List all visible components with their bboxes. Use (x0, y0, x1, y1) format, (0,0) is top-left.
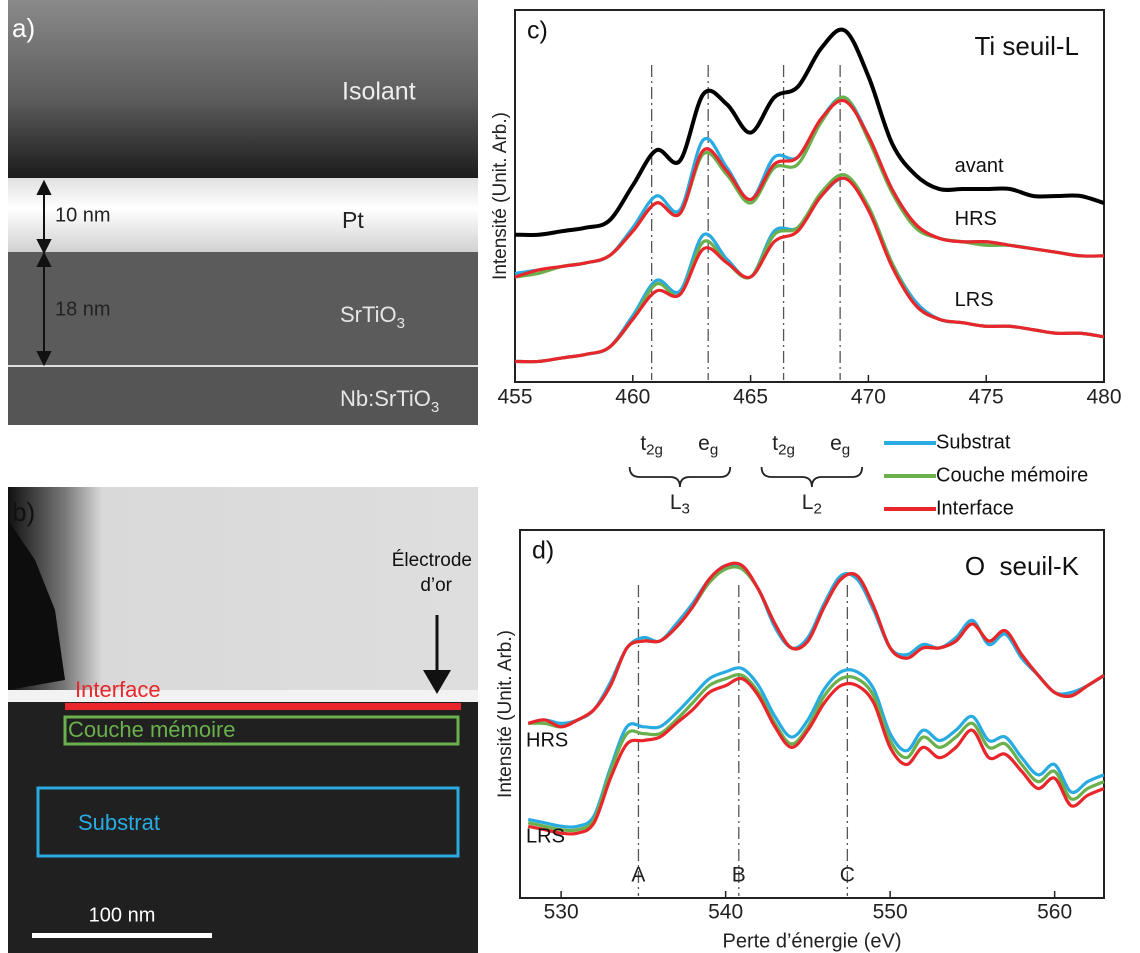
panel-label: c) (527, 17, 548, 45)
panel-label: b) (12, 497, 35, 527)
group-label: HRS (526, 730, 568, 752)
spectrum-line (514, 176, 1105, 364)
annotation: t2g (772, 432, 795, 459)
electrode-label: Électrode (392, 550, 472, 571)
spectrum-line (514, 27, 1105, 237)
marker-label: C (840, 864, 855, 887)
spectrum-line (527, 676, 1105, 836)
spectrum-line (527, 563, 1105, 725)
y-axis-label: Intensité (Unit. Arb.) (490, 112, 511, 280)
layer-label: Isolant (342, 78, 416, 106)
marker-label: B (732, 864, 746, 887)
legend-label: Interface (936, 497, 1014, 519)
isolant-layer (8, 0, 478, 180)
annotation: L3 (670, 491, 690, 518)
bright-interface (8, 690, 478, 702)
interface-line (8, 365, 478, 367)
charts: 455 460 465 470 475 480 Intensité (Unit. Arb.)… (490, 9, 1122, 952)
y-axis-label: Intensité (Unit. Arb.) (495, 630, 516, 798)
region-label: Substrat (78, 810, 160, 835)
annotation: L2 (802, 491, 822, 518)
dark-region (8, 520, 65, 690)
spectrum-line (527, 561, 1105, 729)
sto-layer (8, 252, 478, 366)
spectrum-line (514, 98, 1105, 279)
pt-layer (8, 178, 478, 254)
region-label: Couche mémoire (68, 717, 236, 742)
couche-box (63, 715, 460, 746)
layer-label-text: SrTiO (340, 302, 397, 327)
x-tick-label: 455 (497, 386, 532, 409)
thickness-arrows (36, 179, 52, 367)
annotation: eg (698, 432, 718, 459)
spectrum-line (527, 673, 1105, 833)
spectrum-line (514, 95, 1105, 279)
x-tick-label: 470 (851, 386, 886, 409)
scale-bar (32, 933, 212, 938)
x-axis-label: Perte d’énergie (eV) (723, 930, 902, 952)
panel-a: a) Isolant Pt 10 nm 18 nm SrTiO3 Nb:SrTi… (8, 0, 478, 425)
annotation-text: L (670, 491, 682, 514)
substrat-box (36, 786, 460, 858)
x-tick-label: 530 (544, 901, 579, 924)
region-label: Interface (75, 677, 161, 702)
spectrum-line (527, 666, 1105, 829)
legend-label: Couche mémoire (936, 464, 1088, 486)
annotation-sub: 2g (646, 441, 663, 458)
chart-title: Ti seuil-L (974, 31, 1079, 61)
thickness-label: 18 nm (55, 298, 111, 320)
annotation: eg (830, 432, 850, 459)
x-tick-label: 550 (873, 901, 908, 924)
x-tick-label: 540 (708, 901, 743, 924)
spectrum-line (514, 176, 1105, 364)
gold-electrode (8, 487, 478, 693)
panel-b: b) Électrode d’or Interface Couche mémoi… (8, 487, 478, 953)
annotation-sub: g (842, 441, 850, 458)
legend-label: Substrat (936, 431, 1011, 453)
panel-label: a) (12, 13, 35, 43)
panel-label: d) (532, 537, 554, 565)
spectrum-line (514, 173, 1105, 364)
annotation-sub: g (710, 441, 718, 458)
chart-title: O seuil-K (965, 551, 1080, 581)
x-tick-label: 480 (1086, 386, 1121, 409)
thickness-label: 10 nm (55, 204, 111, 226)
group-label: avant (955, 155, 1004, 177)
layer-label-sub: 3 (431, 399, 439, 416)
layer-label: Pt (342, 207, 364, 233)
electrode-label: d’or (420, 575, 452, 596)
group-label: LRS (526, 826, 565, 848)
group-label: LRS (955, 289, 994, 311)
electrode-arrow-head (423, 670, 451, 694)
x-tick-label: 465 (733, 386, 768, 409)
annotation-sub: 2 (813, 500, 821, 517)
x-tick-label: 460 (615, 386, 650, 409)
plot-frame (514, 9, 1105, 383)
layer-label: SrTiO3 (340, 302, 405, 332)
group-label: HRS (955, 208, 997, 230)
x-tick-label: 475 (969, 386, 1004, 409)
annotation-sub: 2g (778, 441, 795, 458)
marker-label: A (631, 864, 645, 887)
plot-frame (519, 529, 1105, 899)
annotation-text: e (698, 432, 710, 455)
interface-line (65, 703, 461, 710)
nbsto-layer (8, 367, 478, 425)
annotation-text: L (802, 491, 814, 514)
layer-label-text: Nb:SrTiO (340, 386, 431, 411)
annotation: t2g (640, 432, 663, 459)
annotation-text: t (772, 432, 778, 455)
edge-brace (628, 466, 732, 488)
layer-label: Nb:SrTiO3 (340, 386, 439, 416)
layer-label-sub: 3 (397, 315, 405, 332)
scale-label: 100 nm (89, 904, 156, 926)
edge-brace (760, 466, 864, 488)
annotation-text: t (640, 432, 646, 455)
annotation-text: e (830, 432, 842, 455)
annotation-sub: 3 (682, 500, 690, 517)
x-tick-label: 560 (1037, 901, 1072, 924)
